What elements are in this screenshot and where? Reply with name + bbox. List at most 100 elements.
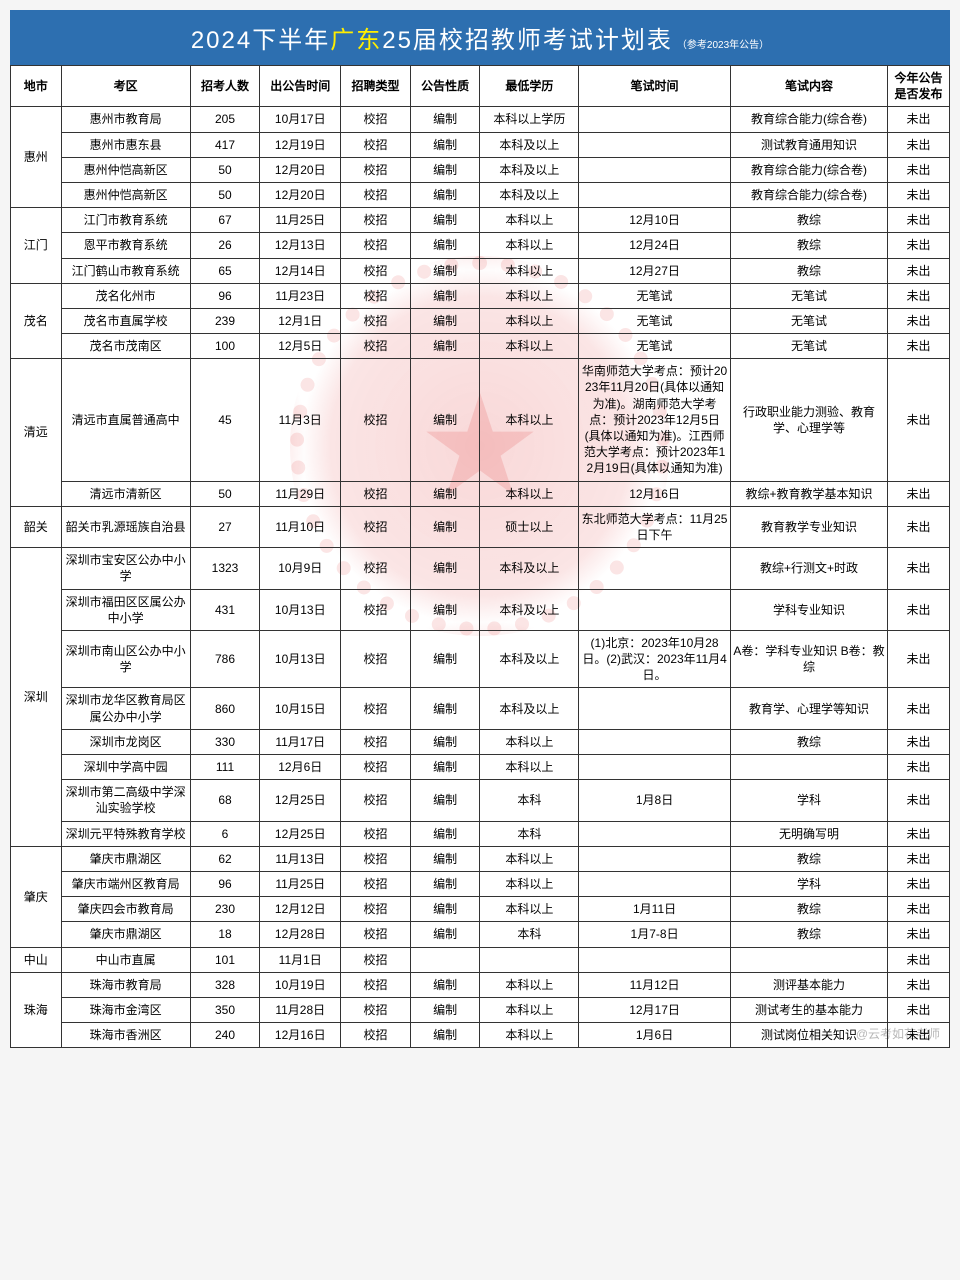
data-cell: 测试教育通用知识 xyxy=(730,132,887,157)
data-cell: 26 xyxy=(190,233,260,258)
data-cell: 417 xyxy=(190,132,260,157)
city-cell: 江门 xyxy=(11,208,62,284)
table-wrapper: 地市考区招考人数出公告时间招聘类型公告性质最低学历笔试时间笔试内容今年公告是否发… xyxy=(10,65,950,1048)
data-cell: 教综 xyxy=(730,897,887,922)
data-cell: 深圳中学高中园 xyxy=(61,755,190,780)
data-cell: 硕士以上 xyxy=(480,506,579,547)
data-cell: 校招 xyxy=(341,233,411,258)
data-cell: 编制 xyxy=(410,157,480,182)
data-cell: 11月23日 xyxy=(260,283,341,308)
data-cell: 惠州市教育局 xyxy=(61,107,190,132)
data-cell: 12月28日 xyxy=(260,922,341,947)
data-cell: 教综+教育教学基本知识 xyxy=(730,481,887,506)
data-cell: 50 xyxy=(190,481,260,506)
table-row: 珠海市香洲区24012月16日校招编制本科以上1月6日测试岗位相关知识未出 xyxy=(11,1023,950,1048)
data-cell: 茂名化州市 xyxy=(61,283,190,308)
table-row: 深圳市福田区区属公办中小学43110月13日校招编制本科及以上学科专业知识未出 xyxy=(11,589,950,630)
data-cell: 本科及以上 xyxy=(480,688,579,729)
data-cell: 96 xyxy=(190,871,260,896)
data-cell: 编制 xyxy=(410,821,480,846)
data-cell: 12月27日 xyxy=(579,258,731,283)
data-cell: 学科 xyxy=(730,780,887,821)
data-cell: 校招 xyxy=(341,334,411,359)
data-cell: 本科以上 xyxy=(480,233,579,258)
data-cell: 本科以上 xyxy=(480,208,579,233)
data-cell: 12月10日 xyxy=(579,208,731,233)
data-cell: 1月7-8日 xyxy=(579,922,731,947)
data-cell: 无笔试 xyxy=(730,283,887,308)
data-cell: 编制 xyxy=(410,972,480,997)
data-cell: 编制 xyxy=(410,182,480,207)
data-cell: 本科以上 xyxy=(480,871,579,896)
data-cell: 本科 xyxy=(480,821,579,846)
data-cell: 教综 xyxy=(730,846,887,871)
data-cell: 12月17日 xyxy=(579,997,731,1022)
data-cell: 深圳市第二高级中学深汕实验学校 xyxy=(61,780,190,821)
data-cell xyxy=(579,729,731,754)
data-cell: 恩平市教育系统 xyxy=(61,233,190,258)
data-cell: 12月16日 xyxy=(579,481,731,506)
data-cell: 11月17日 xyxy=(260,729,341,754)
data-cell xyxy=(579,157,731,182)
data-cell: 10月9日 xyxy=(260,548,341,589)
data-cell: 本科及以上 xyxy=(480,132,579,157)
data-cell: 本科 xyxy=(480,780,579,821)
data-cell: 肇庆市鼎湖区 xyxy=(61,846,190,871)
city-cell: 惠州 xyxy=(11,107,62,208)
data-cell: 校招 xyxy=(341,283,411,308)
data-cell: 未出 xyxy=(888,897,950,922)
data-cell: 未出 xyxy=(888,780,950,821)
data-cell: 未出 xyxy=(888,359,950,481)
data-cell: 11月25日 xyxy=(260,208,341,233)
title-highlight: 广东 xyxy=(330,27,382,54)
data-cell: 教综+行测文+时政 xyxy=(730,548,887,589)
data-cell: 教综 xyxy=(730,258,887,283)
data-cell: 本科及以上 xyxy=(480,157,579,182)
title-prefix: 2024下半年 xyxy=(191,27,330,54)
data-cell: 240 xyxy=(190,1023,260,1048)
data-cell: 深圳市龙岗区 xyxy=(61,729,190,754)
data-cell: 编制 xyxy=(410,871,480,896)
data-cell: 韶关市乳源瑶族自治县 xyxy=(61,506,190,547)
data-cell: 编制 xyxy=(410,506,480,547)
column-header: 招考人数 xyxy=(190,66,260,107)
data-cell: 未出 xyxy=(888,972,950,997)
data-cell: 编制 xyxy=(410,589,480,630)
table-row: 珠海珠海市教育局32810月19日校招编制本科以上11月12日测评基本能力未出 xyxy=(11,972,950,997)
data-cell xyxy=(579,132,731,157)
city-cell: 茂名 xyxy=(11,283,62,359)
data-cell: 校招 xyxy=(341,548,411,589)
table-row: 深圳中学高中园11112月6日校招编制本科以上未出 xyxy=(11,755,950,780)
data-cell: 12月14日 xyxy=(260,258,341,283)
data-cell: 1323 xyxy=(190,548,260,589)
data-cell: 12月16日 xyxy=(260,1023,341,1048)
data-cell: 67 xyxy=(190,208,260,233)
data-cell: 校招 xyxy=(341,780,411,821)
data-cell: 惠州仲恺高新区 xyxy=(61,182,190,207)
data-cell: 12月24日 xyxy=(579,233,731,258)
data-cell: 12月25日 xyxy=(260,780,341,821)
data-cell: 11月28日 xyxy=(260,997,341,1022)
data-cell: 肇庆市端州区教育局 xyxy=(61,871,190,896)
data-cell: 68 xyxy=(190,780,260,821)
data-cell: 未出 xyxy=(888,846,950,871)
column-header: 公告性质 xyxy=(410,66,480,107)
data-cell xyxy=(579,107,731,132)
data-cell: 100 xyxy=(190,334,260,359)
table-row: 肇庆肇庆市鼎湖区6211月13日校招编制本科以上教综未出 xyxy=(11,846,950,871)
data-cell: 1月6日 xyxy=(579,1023,731,1048)
data-cell: 江门市教育系统 xyxy=(61,208,190,233)
table-row: 江门江门市教育系统6711月25日校招编制本科以上12月10日教综未出 xyxy=(11,208,950,233)
data-cell: 茂名市直属学校 xyxy=(61,308,190,333)
table-row: 中山中山市直属10111月1日校招未出 xyxy=(11,947,950,972)
data-cell: 10月17日 xyxy=(260,107,341,132)
data-cell: 11月13日 xyxy=(260,846,341,871)
data-cell: 101 xyxy=(190,947,260,972)
data-cell: 学科专业知识 xyxy=(730,589,887,630)
data-cell xyxy=(579,548,731,589)
data-cell: 教综 xyxy=(730,922,887,947)
data-cell: 编制 xyxy=(410,283,480,308)
data-cell: 205 xyxy=(190,107,260,132)
data-cell: 239 xyxy=(190,308,260,333)
data-cell: 教综 xyxy=(730,208,887,233)
